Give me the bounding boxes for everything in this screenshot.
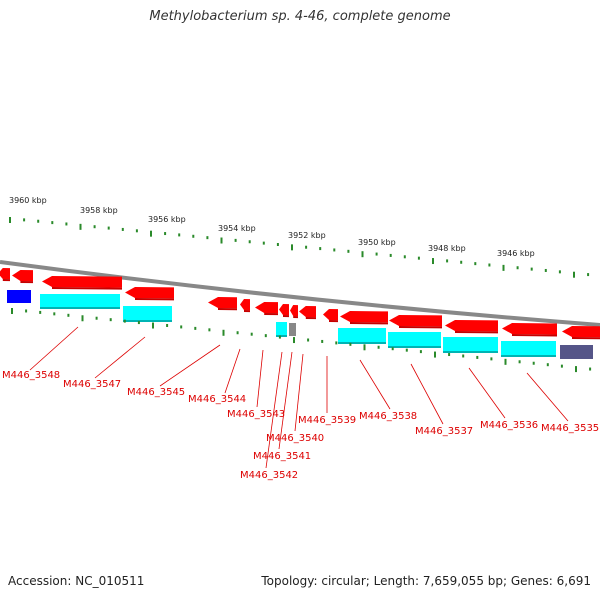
cds-shadow <box>283 315 289 318</box>
cds-arrow <box>42 276 122 288</box>
scale-label: 3960 kbp <box>9 196 47 205</box>
feature-shadow <box>388 346 441 348</box>
leader-line <box>159 344 221 387</box>
backbone <box>0 260 600 327</box>
gene-label: M446_3548 <box>2 370 60 381</box>
feature-box <box>388 332 441 346</box>
feature-box <box>338 328 386 342</box>
gene-label: M446_3540 <box>266 433 324 444</box>
leader-line <box>256 349 264 408</box>
feature-shadow <box>276 335 287 337</box>
feature-box <box>560 345 593 359</box>
cds-shadow <box>293 316 298 319</box>
cds-arrow <box>323 309 338 321</box>
cds-shadow <box>2 279 10 282</box>
scale-label: 3956 kbp <box>148 215 186 224</box>
scale-label: 3958 kbp <box>80 206 118 215</box>
leader-line <box>265 351 283 469</box>
feature-shadow <box>338 342 386 344</box>
feature-box <box>7 290 31 303</box>
leader-line <box>526 372 569 422</box>
cds-arrow <box>340 311 388 323</box>
cds-shadow <box>20 281 33 284</box>
leader-line <box>224 348 241 394</box>
backbone-line <box>0 260 600 327</box>
feature-box <box>443 337 498 351</box>
accession-text: Accession: NC_010511 <box>8 574 145 588</box>
gene-label: M446_3545 <box>127 387 185 398</box>
cds-shadow <box>572 337 600 340</box>
lower-ticks <box>11 308 592 373</box>
gene-label: M446_3544 <box>188 394 246 405</box>
leader-line <box>359 359 391 410</box>
leader-line <box>294 353 304 432</box>
feature-box <box>289 323 296 336</box>
leader-line <box>29 326 79 371</box>
cds-shadow <box>135 298 174 301</box>
cds-arrow <box>562 326 600 338</box>
feature-shadow <box>123 320 172 322</box>
scale-label: 3946 kbp <box>497 249 535 258</box>
gene-label: M446_3537 <box>415 426 473 437</box>
leader-line <box>278 351 293 450</box>
feature-box <box>40 294 120 307</box>
scale-label: 3952 kbp <box>288 231 326 240</box>
gene-label: M446_3535 <box>541 423 599 434</box>
cds-shadow <box>455 331 498 334</box>
cds-shadow <box>399 326 442 329</box>
cds-arrow <box>502 323 557 335</box>
gene-label: M446_3547 <box>63 379 121 390</box>
gene-label: M446_3542 <box>240 470 298 481</box>
gene-label: M446_3541 <box>253 451 311 462</box>
genome-summary: Topology: circular; Length: 7,659,055 bp… <box>261 574 591 588</box>
gene-label: M446_3543 <box>227 409 285 420</box>
gene-label: M446_3538 <box>359 411 417 422</box>
cds-arrow <box>240 299 250 311</box>
feature-shadow <box>443 351 498 353</box>
scale-label: 3950 kbp <box>358 238 396 247</box>
scale-labels: 3960 kbp 3958 kbp 3956 kbp 3954 kbp 3952 kbp… <box>9 196 535 258</box>
cds-arrow <box>279 304 289 316</box>
cds-shadow <box>305 317 316 320</box>
cds-arrow <box>208 297 237 309</box>
cds-arrow <box>299 306 316 318</box>
feature-box <box>501 341 556 355</box>
gene-label: M446_3536 <box>480 420 538 431</box>
map-title: Methylobacterium sp. 4-46, complete geno… <box>149 9 451 24</box>
cds-shadow <box>218 308 237 311</box>
feature-shadow <box>40 307 120 309</box>
feature-track <box>7 290 593 359</box>
scale-ticks <box>9 217 590 278</box>
cds-shadow <box>244 310 250 313</box>
cds-shadow <box>512 334 557 337</box>
cds-arrow <box>255 302 278 314</box>
scale-label: 3948 kbp <box>428 244 466 253</box>
feature-box <box>276 322 287 335</box>
cds-track <box>0 268 600 340</box>
cds-arrow <box>125 287 174 299</box>
cds-arrow <box>290 305 298 317</box>
gene-label: M446_3539 <box>298 415 356 426</box>
leader-line <box>94 336 146 379</box>
cds-arrow <box>445 320 498 332</box>
scale-label: 3954 kbp <box>218 224 256 233</box>
cds-arrow <box>12 270 33 282</box>
feature-shadow <box>501 355 556 357</box>
cds-shadow <box>350 322 388 325</box>
cds-shadow <box>329 320 338 323</box>
cds-shadow <box>264 313 278 316</box>
cds-arrow <box>389 315 442 327</box>
leader-line <box>468 367 506 419</box>
feature-box <box>123 306 172 320</box>
cds-arrow <box>0 268 10 280</box>
cds-shadow <box>52 287 122 290</box>
leader-line <box>410 363 444 425</box>
